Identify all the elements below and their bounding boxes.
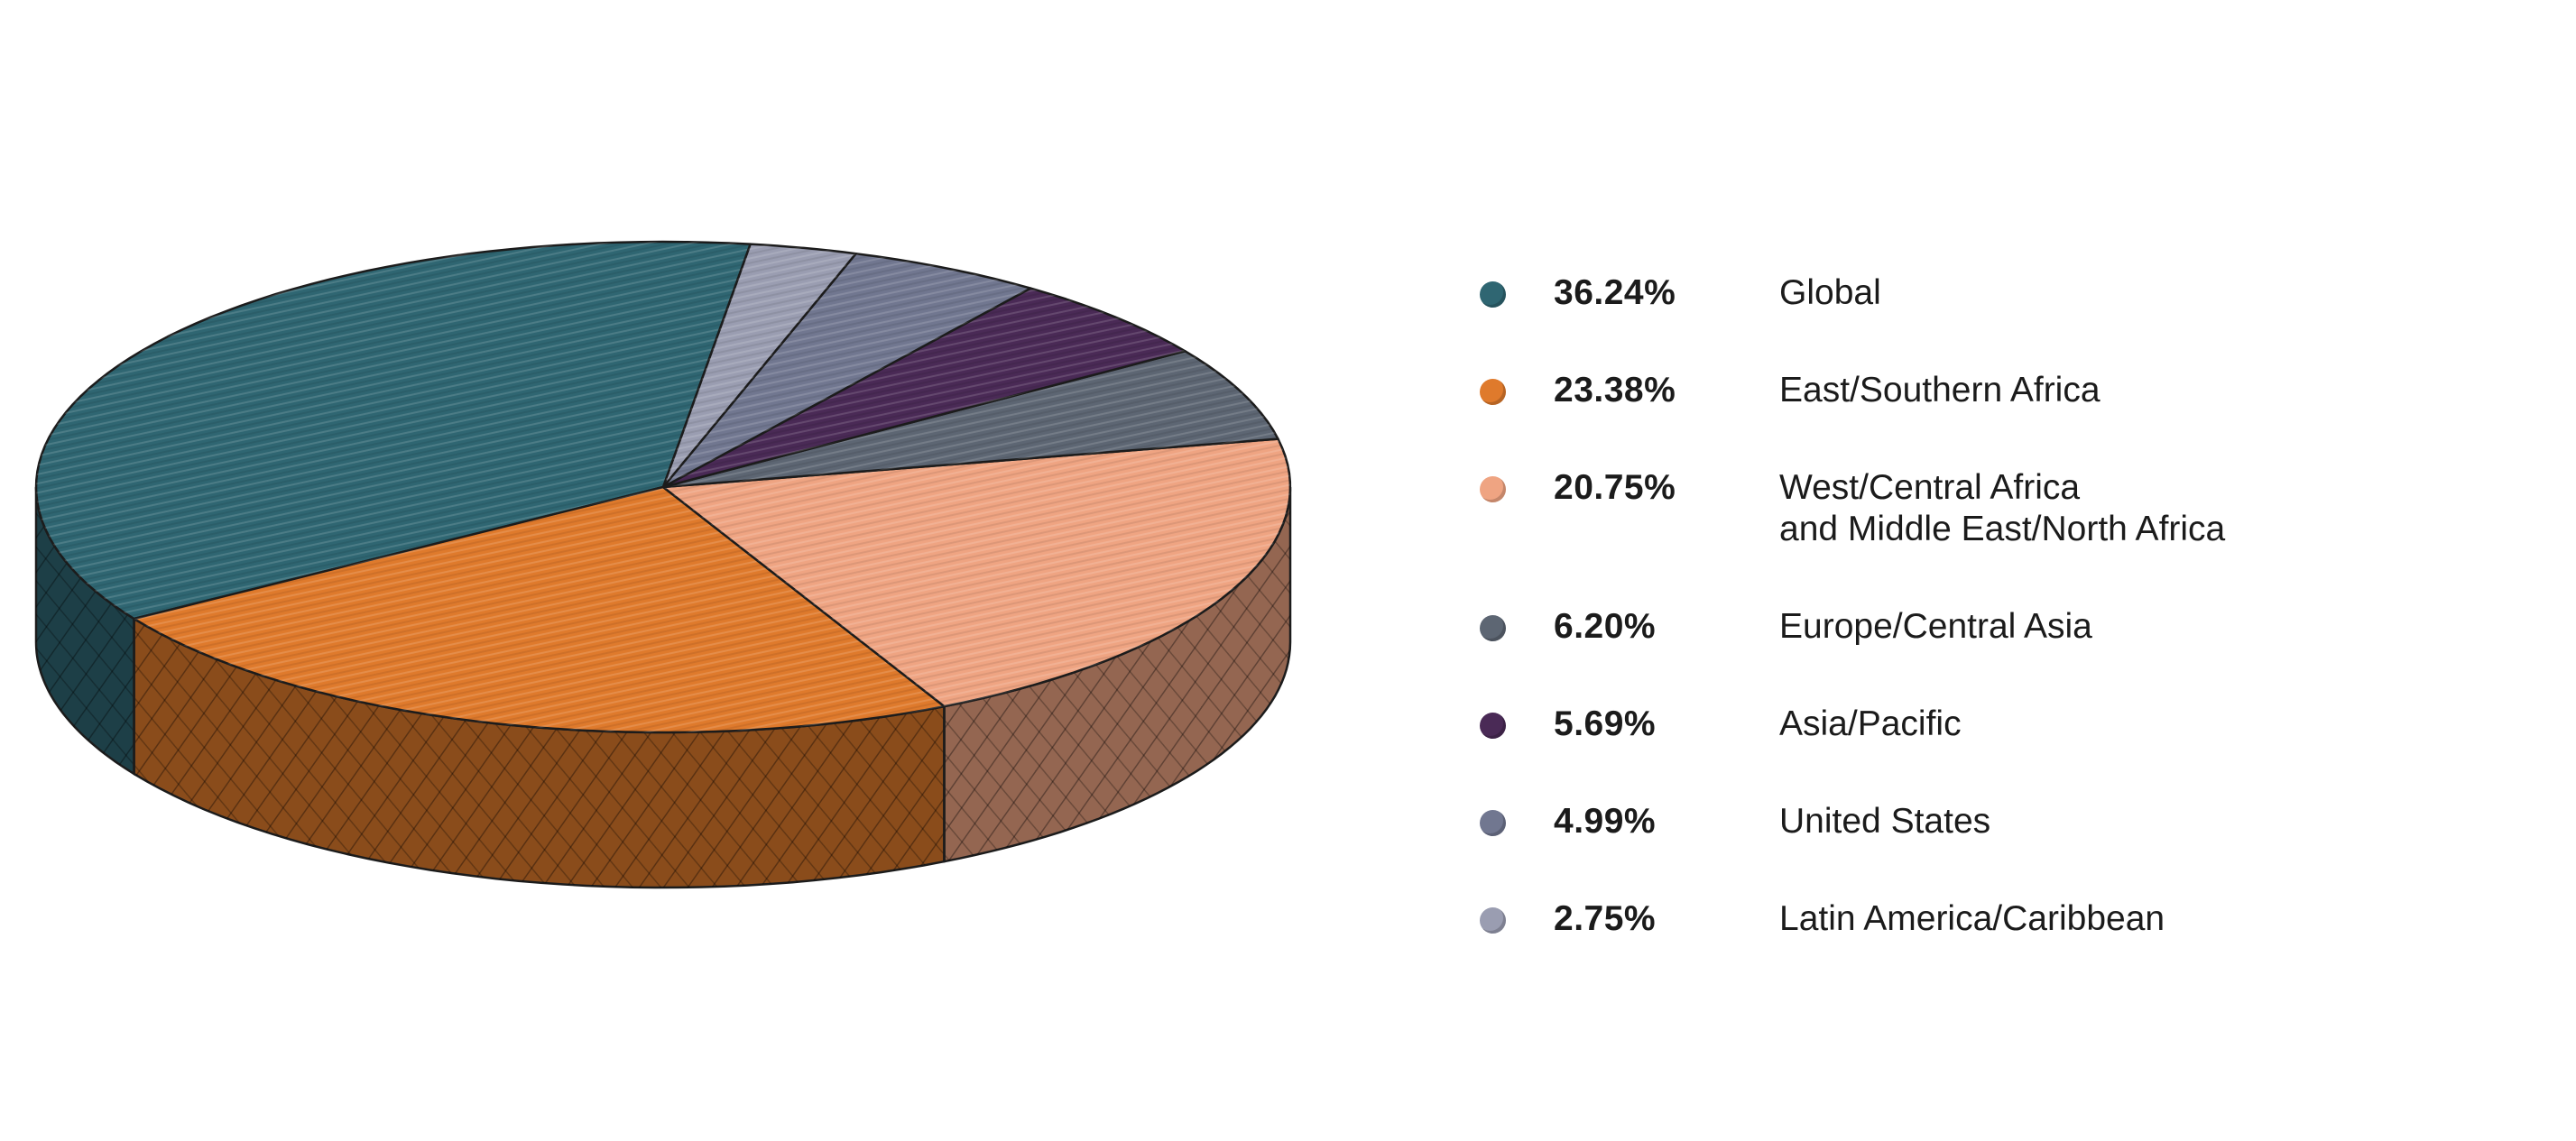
legend-label: West/Central Africa and Middle East/Nort… xyxy=(1779,468,2226,548)
legend-value: 4.99% xyxy=(1554,802,1657,841)
legend-item: 23.38% East/Southern Africa xyxy=(1480,364,2517,419)
legend-label: Latin America/Caribbean xyxy=(1779,899,2165,938)
legend-label: Asia/Pacific xyxy=(1779,704,1962,743)
pie-chart-svg xyxy=(34,240,1292,889)
legend-item: 20.75% West/Central Africa and Middle Eas… xyxy=(1480,462,2517,548)
legend-item: 36.24% Global xyxy=(1480,267,2517,321)
pie-side-crosshatch xyxy=(134,619,945,888)
legend-value: 6.20% xyxy=(1554,607,1657,646)
legend-swatch xyxy=(1480,281,1506,308)
legend-label: Global xyxy=(1779,273,1881,312)
pie-slice-texture xyxy=(36,242,751,619)
legend-value: 23.38% xyxy=(1554,371,1676,409)
pie-slice-texture xyxy=(663,244,856,487)
legend-item: 5.69% Asia/Pacific xyxy=(1480,698,2517,752)
pie-slice-texture xyxy=(663,351,1279,487)
legend-swatch xyxy=(1480,810,1506,836)
legend-item: 4.99% United States xyxy=(1480,796,2517,850)
legend-swatch xyxy=(1480,476,1506,502)
legend-label: United States xyxy=(1779,802,1991,841)
pie-sides xyxy=(34,486,1292,889)
pie-slice-texture xyxy=(663,288,1186,487)
legend-swatch xyxy=(1480,907,1506,934)
legend-item: 6.20% Europe/Central Asia xyxy=(1480,601,2517,655)
legend-swatch xyxy=(1480,379,1506,405)
pie-slice-texture xyxy=(663,438,1290,707)
legend-value: 36.24% xyxy=(1554,273,1676,312)
pie-top xyxy=(34,240,1292,734)
legend-value: 2.75% xyxy=(1554,899,1657,938)
legend-label: Europe/Central Asia xyxy=(1779,607,2092,646)
legend-swatch xyxy=(1480,713,1506,739)
pie-chart xyxy=(34,240,1292,889)
pie-side-crosshatch xyxy=(944,487,1290,862)
legend-item: 2.75% Latin America/Caribbean xyxy=(1480,893,2517,947)
legend-value: 20.75% xyxy=(1554,468,1676,507)
pie-slice-texture xyxy=(663,253,1031,487)
legend-label: East/Southern Africa xyxy=(1779,371,2101,409)
legend-value: 5.69% xyxy=(1554,704,1657,743)
pie-side-crosshatch xyxy=(36,487,134,774)
legend-swatch xyxy=(1480,615,1506,641)
